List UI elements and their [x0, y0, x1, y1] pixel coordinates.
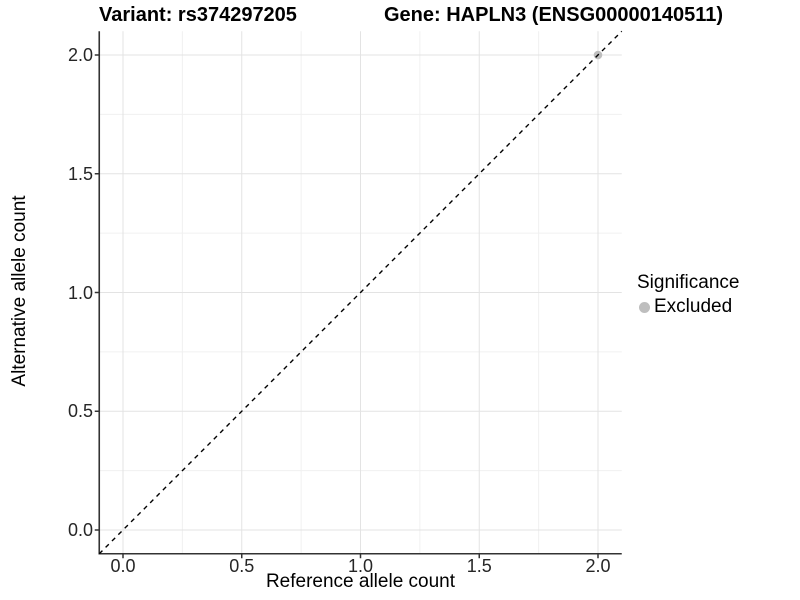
legend-item-excluded: Excluded: [637, 296, 739, 318]
y-tick-label: 2.0: [67, 45, 93, 65]
x-tick-label: 2.0: [585, 556, 611, 576]
identity-dashed-line: [98, 30, 623, 555]
y-tick-label: 0.0: [67, 520, 93, 540]
legend: Significance Excluded: [637, 272, 739, 318]
x-tick-label: 1.0: [347, 556, 374, 576]
variant-title: Variant: rs374297205: [99, 4, 297, 26]
y-tick-label: 0.5: [67, 401, 93, 422]
x-axis-title: Reference allele count: [265, 571, 456, 592]
legend-item-label: Excluded: [654, 296, 733, 317]
y-tick-label: 1.0: [67, 282, 93, 303]
legend-title: Significance: [637, 272, 740, 293]
y-tick-label: 1.5: [67, 163, 93, 184]
legend-point-icon: [639, 302, 650, 313]
x-tick-label: 0.0: [110, 556, 136, 576]
x-tick-label: 0.5: [229, 556, 255, 576]
y-axis-title: Alternative allele count: [9, 195, 30, 387]
x-tick-label: 1.5: [466, 556, 492, 576]
gene-title: Gene: HAPLN3 (ENSG00000140511): [384, 4, 724, 26]
